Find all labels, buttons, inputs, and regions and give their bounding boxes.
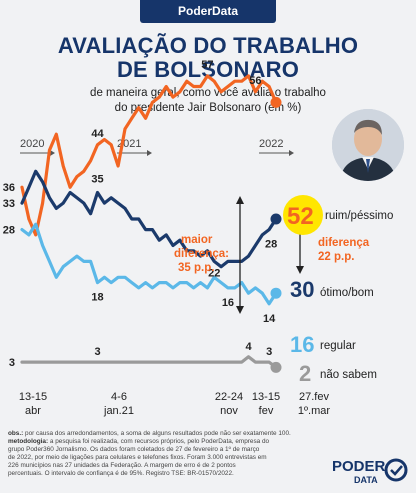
- max-difference-arrowhead-top: [236, 196, 244, 204]
- x-label-feb-2022-line-2: fev: [259, 405, 274, 417]
- current-difference-arrowhead-bottom: [296, 266, 304, 274]
- footnotes: obs.: por causa dos arredondamentos, a s…: [8, 430, 330, 479]
- x-label-nov-2021: 22-24 nov: [215, 391, 243, 417]
- logo-ring: [384, 458, 408, 482]
- point-label-otimo-0: 33: [3, 198, 15, 210]
- methodology-text-5: percentuais. O intervalo de confiança é …: [8, 470, 234, 478]
- max-difference-arrowhead-bottom: [236, 306, 244, 314]
- otimo-final-value: 30: [290, 277, 314, 302]
- president-photo: [332, 109, 404, 181]
- point-label-nao_sabem-33: 4: [245, 341, 252, 353]
- year-2022-arrowhead: [289, 150, 294, 156]
- otimo-series-label: ótimo/bom: [320, 287, 374, 299]
- point-label-nao_sabem-11: 3: [94, 346, 100, 358]
- series-line-ruim: [20, 74, 278, 237]
- regular-final-value: 16: [290, 332, 314, 357]
- year-2020-marker: 2020: [20, 138, 55, 156]
- page-title: AVALIAÇÃO DO TRABALHO DE BOLSONARO: [40, 34, 376, 82]
- brand-tab: PoderData: [140, 0, 276, 23]
- x-axis-labels: 13-15 abr 4-6 jan.21 22-24 nov 13-15 fev…: [19, 391, 330, 417]
- point-label-otimo-28: 22: [208, 267, 220, 279]
- year-2020-arrowhead: [50, 150, 55, 156]
- point-label-regular-0: 28: [3, 225, 15, 237]
- portrait-illustration: [332, 109, 404, 181]
- year-2020-label: 2020: [20, 138, 44, 150]
- current-difference-text-line-2: 22 p.p.: [318, 251, 354, 263]
- x-label-mar-2022: 27.fev 1º.mar: [298, 391, 330, 417]
- series-line-regular: [20, 222, 278, 306]
- point-label-ruim-0: 36: [3, 182, 15, 194]
- logo-text-line-1: PODER: [332, 458, 386, 475]
- current-difference-text-line-1: diferença: [318, 237, 370, 249]
- highlight-circle: [283, 195, 323, 235]
- point-label-nao_sabem-0: 3: [9, 357, 15, 369]
- obs-note: obs.: por causa dos arredondamentos, a s…: [8, 430, 330, 438]
- series-end-point-regular: [270, 287, 282, 299]
- methodology-note: metodologia: a pesquisa foi realizada, c…: [8, 438, 330, 478]
- x-label-nov-2021-line-1: 22-24: [215, 391, 243, 403]
- series-line-otimo: [20, 169, 278, 269]
- subtitle-line-2: do presidente Jair Bolsonaro (em %): [114, 102, 302, 114]
- point-label-ruim-34: 56: [249, 75, 261, 87]
- evaluation-chart: 2020 2021 2022 3633283443518357221645628…: [3, 59, 394, 417]
- final-value-labels: 52 ruim/péssimo 30 ótimo/bom 16 regular …: [283, 195, 393, 386]
- x-label-feb-2022: 13-15 fev: [252, 391, 280, 417]
- series-end-point-otimo: [270, 213, 282, 225]
- subtitle-line-1: de maneira geral, como você avalia o tra…: [90, 87, 326, 99]
- nao-sabem-final-value: 2: [299, 361, 311, 386]
- ruim-final-value: 52: [287, 203, 314, 230]
- point-label-otimo-36: 28: [265, 239, 277, 251]
- year-2021-arrowhead: [147, 150, 152, 156]
- methodology-text-3: de 2022, por meio de ligações para celul…: [8, 454, 267, 462]
- x-label-apr-2020: 13-15 abr: [19, 391, 47, 417]
- regular-series-label: regular: [320, 340, 356, 352]
- poderdata-logo-mark: PODER DATA: [332, 458, 408, 485]
- point-label-regular-30: 16: [222, 297, 234, 309]
- methodology-text-2: grupo Poder360 Jornalismo. Os dados fora…: [8, 446, 260, 454]
- point-label-ruim-27: 57: [201, 59, 213, 71]
- page-subtitle: de maneira geral, como você avalia o tra…: [60, 86, 356, 116]
- logo-check: [390, 465, 403, 476]
- ruim-series-label: ruim/péssimo: [325, 210, 393, 222]
- x-label-jan-2021-line-2: jan.21: [103, 405, 134, 417]
- series-end-point-ruim: [270, 96, 282, 108]
- series-line-nao_sabem: [20, 355, 278, 369]
- x-label-mar-2022-line-1: 27.fev: [299, 391, 329, 403]
- obs-label: obs.:: [8, 430, 24, 437]
- max-difference-text-line-2: diferença:: [174, 248, 229, 260]
- nao-sabem-series-label: não sabem: [320, 369, 377, 381]
- x-label-apr-2020-line-2: abr: [25, 405, 41, 417]
- x-label-nov-2021-line-2: nov: [220, 405, 238, 417]
- point-label-regular-36: 14: [263, 313, 276, 325]
- annotation-layer: maior diferença: 35 p.p. diferença 22 p.…: [174, 196, 370, 314]
- point-label-nao_sabem-36: 3: [266, 346, 272, 358]
- methodology-text-4: 226 municípios nas 27 unidades da Federa…: [8, 462, 236, 470]
- title-line-1: AVALIAÇÃO DO TRABALHO: [57, 33, 359, 58]
- series-end-point-nao_sabem: [270, 361, 282, 373]
- series-layer: 36 33 28 3 44 35 18 3 57 22 16 4 56 28 14 3: [3, 59, 282, 373]
- x-label-feb-2022-line-1: 13-15: [252, 391, 280, 403]
- max-difference-text-line-1: maior: [181, 234, 213, 246]
- methodology-text-1: a pesquisa foi realizada, com recursos p…: [49, 438, 270, 446]
- year-2022-marker: 2022: [259, 138, 294, 156]
- poderdata-logo: PODER DATA: [332, 457, 412, 487]
- x-label-mar-2022-line-2: 1º.mar: [298, 405, 330, 417]
- point-label-ruim-11: 44: [91, 128, 104, 140]
- x-label-jan-2021-line-1: 4-6: [111, 391, 127, 403]
- methodology-label: metodologia:: [8, 438, 49, 446]
- point-label-otimo-11: 35: [91, 174, 103, 186]
- x-label-apr-2020-line-1: 13-15: [19, 391, 47, 403]
- max-difference-text-line-3: 35 p.p.: [178, 262, 214, 274]
- year-2022-label: 2022: [259, 138, 283, 150]
- brand-label: PoderData: [177, 4, 239, 18]
- obs-text: por causa dos arredondamentos, a soma de…: [25, 430, 291, 437]
- x-label-jan-2021: 4-6 jan.21: [103, 391, 134, 417]
- point-label-regular-11: 18: [91, 292, 103, 304]
- logo-text-line-2: DATA: [354, 475, 378, 485]
